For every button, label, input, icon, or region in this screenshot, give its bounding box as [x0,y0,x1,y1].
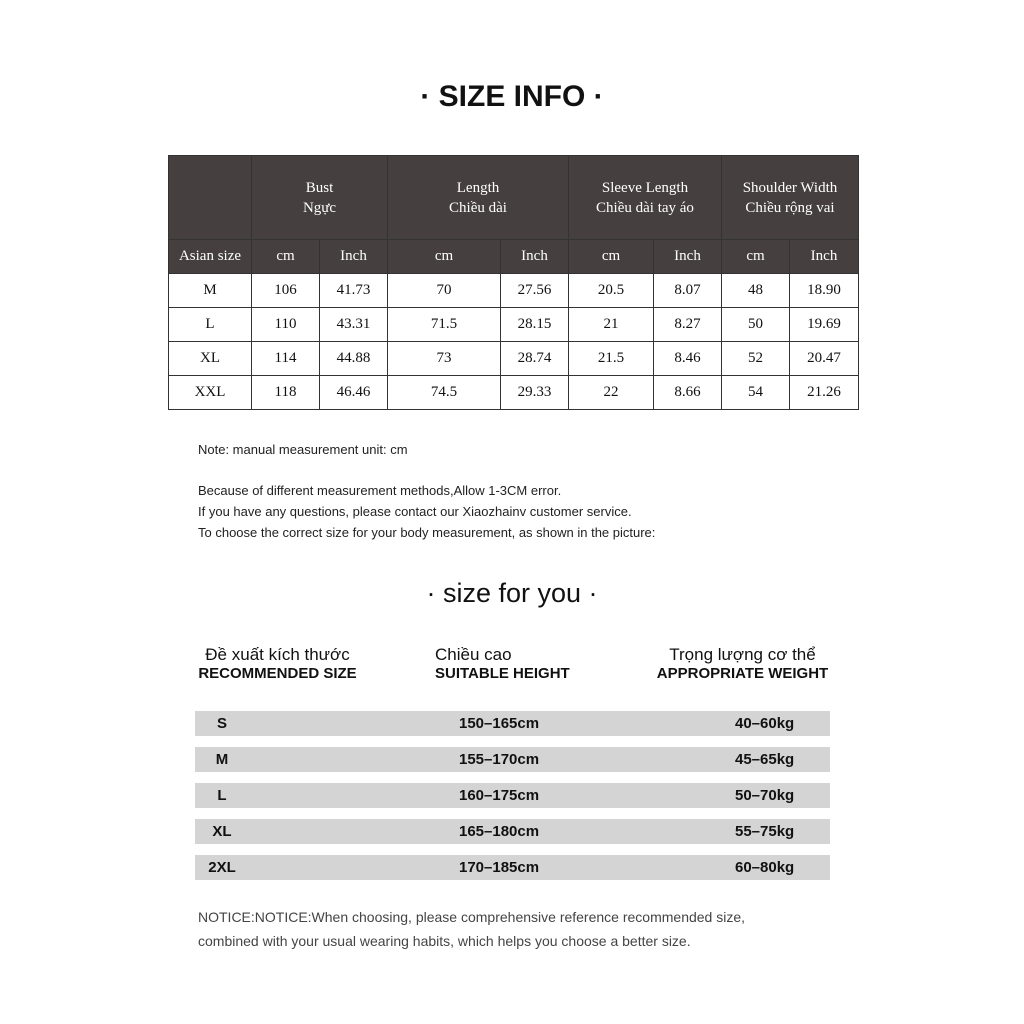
size-info-title: · SIZE INFO · [420,80,604,113]
unit-header: Inch [789,239,859,274]
table-row: XL 114 44.88 73 28.74 21.5 8.46 52 20.47 [168,341,859,376]
table-cell: 19.69 [789,307,859,342]
unit-header: cm [568,239,654,274]
table-cell: XXL [168,375,252,410]
empty-header-cell [168,155,252,240]
table-cell: 8.46 [653,341,722,376]
table-cell: L [168,307,252,342]
row-size: M [215,751,229,768]
row-height: 155–170cm [459,751,540,768]
table-cell: 28.15 [500,307,569,342]
notice-text: NOTICE:NOTICE:When choosing, please comp… [198,909,746,949]
table-cell: 28.74 [500,341,569,376]
group-header: Sleeve Length Chiều dài tay áo [568,155,722,240]
row-height: 170–185cm [459,859,540,876]
table-cell: 20.47 [789,341,859,376]
row-height: 160–175cm [459,787,540,804]
group-header-row: Bust Ngực Length Chiều dài Sleeve Length Ch… [168,155,859,240]
row-height: 165–180cm [459,823,540,840]
unit-header-row: Asian size cm Inch cm Inch cm Inch cm Inch [168,239,859,274]
note-contact: If you have any questions, please contac… [198,504,632,519]
recommended-size-row: 2XL 170–185cm 60–80kg [195,855,830,880]
row-weight: 50–70kg [735,787,795,804]
row-height: 150–165cm [459,715,540,732]
recommended-size-row: S 150–165cm 40–60kg [195,711,830,736]
table-cell: 8.07 [653,273,722,308]
table-cell: XL [168,341,252,376]
row-size: S [216,715,227,732]
unit-header: Inch [653,239,722,274]
size-info-table: Bust Ngực Length Chiều dài Sleeve Length Ch… [168,155,859,410]
table-cell: 8.66 [653,375,722,410]
unit-header: Inch [500,239,569,274]
table-cell: 21 [568,307,654,342]
unit-header: cm [721,239,790,274]
table-cell: 74.5 [387,375,501,410]
table-cell: 114 [251,341,320,376]
header-appropriate-weight: Trọng lượng cơ thể APPROPRIATE WEIGHT [656,645,829,682]
recommended-size-row: M 155–170cm 45–65kg [195,747,830,772]
table-cell: 106 [251,273,320,308]
row-size: L [217,787,227,804]
note-error: Because of different measurement methods… [198,483,562,498]
table-row: M 106 41.73 70 27.56 20.5 8.07 48 18.90 [168,273,859,308]
row-size: XL [212,823,232,840]
row-weight: 60–80kg [735,859,795,876]
row-size: 2XL [208,859,236,876]
table-cell: 27.56 [500,273,569,308]
header-recommended-size: Đề xuất kích thước RECOMMENDED SIZE [198,645,357,682]
table-cell: 22 [568,375,654,410]
unit-header: cm [387,239,501,274]
table-cell: 48 [721,273,790,308]
table-cell: 18.90 [789,273,859,308]
row-weight: 40–60kg [735,715,795,732]
group-header: Bust Ngực [251,155,388,240]
table-row: XXL 118 46.46 74.5 29.33 22 8.66 54 21.26 [168,375,859,410]
table-cell: 21.5 [568,341,654,376]
unit-header: cm [251,239,320,274]
table-cell: 46.46 [319,375,388,410]
group-header: Length Chiều dài [387,155,569,240]
table-cell: 54 [721,375,790,410]
table-cell: 41.73 [319,273,388,308]
table-cell: 43.31 [319,307,388,342]
table-row: L 110 43.31 71.5 28.15 21 8.27 50 19.69 [168,307,859,342]
header-suitable-height: Chiều cao SUITABLE HEIGHT [435,645,570,682]
table-cell: 8.27 [653,307,722,342]
table-cell: 50 [721,307,790,342]
unit-header: Inch [319,239,388,274]
table-cell: 71.5 [387,307,501,342]
table-cell: 73 [387,341,501,376]
recommended-size-row: L 160–175cm 50–70kg [195,783,830,808]
note-unit: Note: manual measurement unit: cm [198,442,408,457]
row-weight: 55–75kg [735,823,795,840]
table-cell: 110 [251,307,320,342]
table-cell: 118 [251,375,320,410]
note-choose: To choose the correct size for your body… [198,525,656,540]
row-weight: 45–65kg [735,751,795,768]
table-cell: M [168,273,252,308]
table-cell: 70 [387,273,501,308]
table-cell: 52 [721,341,790,376]
size-for-you-title: · size for you · [426,578,598,608]
recommended-size-row: XL 165–180cm 55–75kg [195,819,830,844]
unit-header: Asian size [168,239,252,274]
table-cell: 21.26 [789,375,859,410]
table-cell: 20.5 [568,273,654,308]
table-cell: 29.33 [500,375,569,410]
table-cell: 44.88 [319,341,388,376]
group-header: Shoulder Width Chiều rộng vai [721,155,859,240]
